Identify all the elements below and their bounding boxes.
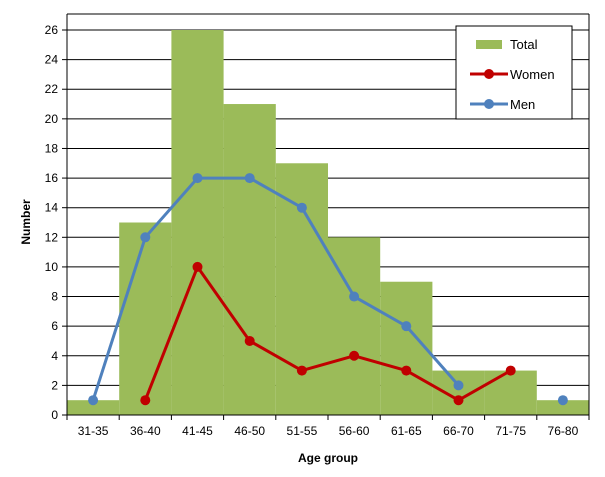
- line-segment: [143, 266, 199, 401]
- y-axis-title: Number: [19, 199, 33, 245]
- y-tick-label: 20: [45, 112, 59, 126]
- legend-item-men: Men: [470, 97, 535, 112]
- data-point: [140, 232, 151, 243]
- y-tick-label: 10: [45, 260, 59, 274]
- y-tick-label: 26: [45, 23, 59, 37]
- bar: [275, 163, 328, 415]
- bar: [223, 104, 276, 416]
- line-segment: [144, 177, 199, 239]
- data-point: [192, 173, 203, 184]
- bar: [484, 370, 537, 415]
- data-point: [349, 291, 360, 302]
- x-tick-labels: 31-35 36-40 41-45 46-50 51-55 56-60 61-65 66-70…: [78, 424, 579, 438]
- data-point: [140, 395, 151, 406]
- axes: [62, 13, 590, 420]
- bar-series-total: [67, 30, 589, 416]
- line-segment: [300, 206, 356, 298]
- data-point: [349, 350, 360, 361]
- line-segment: [353, 354, 407, 373]
- data-point: [296, 202, 307, 213]
- y-tick-label: 4: [51, 349, 58, 363]
- bar: [380, 281, 433, 415]
- line-segment: [196, 266, 251, 342]
- data-point: [244, 173, 255, 184]
- y-tick-label: 0: [51, 408, 58, 422]
- y-tick-label: 12: [45, 230, 59, 244]
- legend-label: Total: [510, 37, 538, 52]
- y-tick-label: 18: [45, 141, 59, 155]
- line-series-women: [140, 261, 516, 406]
- line-segment: [405, 325, 460, 387]
- y-tick-label: 8: [51, 290, 58, 304]
- x-tick-label: 61-65: [391, 424, 422, 438]
- legend-item-women: Women: [470, 67, 555, 82]
- x-tick-label: 31-35: [78, 424, 109, 438]
- x-tick-label: 46-50: [234, 424, 265, 438]
- bar: [432, 370, 485, 415]
- data-point: [88, 395, 99, 406]
- legend-marker: [484, 69, 494, 79]
- line-segment: [91, 236, 147, 401]
- line-segment: [248, 176, 303, 209]
- legend-item-total: Total: [476, 37, 538, 52]
- line-segment: [457, 369, 512, 402]
- x-tick-label: 56-60: [339, 424, 370, 438]
- bar: [67, 400, 120, 415]
- y-tick-label: 16: [45, 171, 59, 185]
- line-segment: [248, 339, 303, 372]
- x-tick-label: 66-70: [443, 424, 474, 438]
- line-series-men: [88, 173, 568, 406]
- y-tick-label: 22: [45, 82, 59, 96]
- legend-label: Women: [510, 67, 555, 82]
- legend-label: Men: [510, 97, 535, 112]
- y-tick-label: 6: [51, 319, 58, 333]
- legend-marker: [484, 99, 494, 109]
- x-axis-title: Age group: [298, 451, 358, 465]
- data-point: [192, 261, 203, 272]
- data-point: [505, 365, 516, 376]
- legend-swatch: [476, 40, 502, 49]
- x-tick-label: 41-45: [182, 424, 213, 438]
- bar: [171, 30, 224, 415]
- bar: [536, 400, 589, 415]
- data-point: [401, 365, 412, 376]
- data-point: [401, 321, 412, 332]
- x-tick-label: 76-80: [548, 424, 579, 438]
- line-segment: [405, 369, 460, 402]
- y-tick-label: 2: [51, 378, 58, 392]
- line-segment: [353, 295, 408, 328]
- legend: Total Women Men: [455, 25, 573, 120]
- data-point: [557, 395, 568, 406]
- x-tick-label: 51-55: [287, 424, 318, 438]
- data-point: [296, 365, 307, 376]
- data-point: [244, 335, 255, 346]
- data-point: [453, 380, 464, 391]
- bar: [119, 222, 172, 415]
- line-series: [88, 173, 568, 406]
- x-tick-label: 71-75: [495, 424, 526, 438]
- y-tick-label: 14: [45, 201, 59, 215]
- data-point: [453, 395, 464, 406]
- x-tick-label: 36-40: [130, 424, 161, 438]
- y-tick-label: 24: [45, 53, 59, 67]
- line-segment: [301, 354, 355, 373]
